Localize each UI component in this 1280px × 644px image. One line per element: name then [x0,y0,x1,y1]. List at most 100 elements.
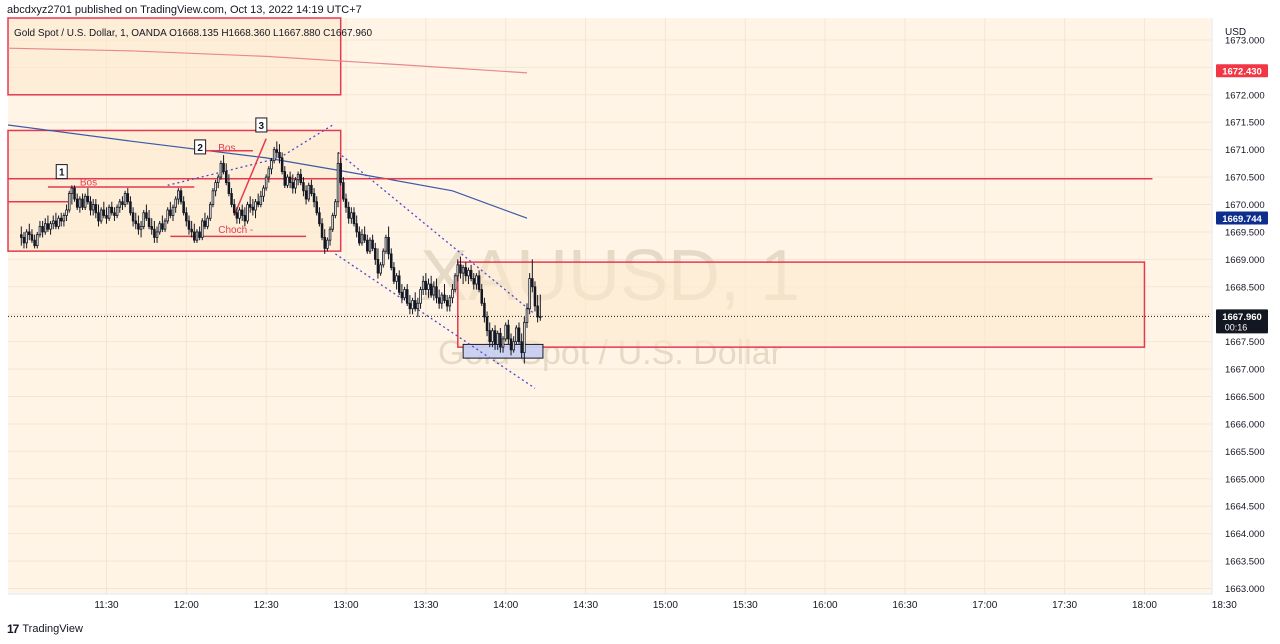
candle-body [355,223,358,233]
candle-body [533,286,537,307]
candle-body [185,212,188,222]
candle-body [83,195,87,208]
candle [248,196,252,213]
candle-body [59,217,63,222]
y-tick-label: 1667.000 [1225,365,1265,376]
candle-body [376,258,380,274]
candle [424,273,428,296]
candle [171,204,175,221]
candle-body [352,212,356,225]
candle-body [142,212,146,227]
candle [477,270,481,293]
candle-body [453,275,457,290]
candle-body [150,226,153,230]
y-tick-label: 1670.000 [1225,200,1265,211]
candle-body [523,322,526,354]
candle-body [193,231,196,241]
candle [278,144,281,164]
swing-marker-label: 3 [259,121,265,132]
candle [270,157,273,175]
y-tick-label: 1665.500 [1225,447,1265,458]
candle [475,273,478,290]
candle [118,199,122,213]
candle-body [57,217,60,227]
candle [105,207,108,224]
candle [262,185,265,202]
candle-body [339,162,342,183]
price-axis[interactable]: USD 1673.0001672.5001672.0001671.5001671… [1211,18,1274,595]
candle-body [342,182,345,200]
candle [323,229,326,254]
candle [254,199,257,219]
candle [67,190,71,213]
candle [411,297,414,315]
candle [520,333,523,359]
candle [382,248,385,268]
candle [448,295,452,312]
candle-body [334,201,337,216]
candle-body [166,209,169,222]
candle [429,275,433,298]
candle-body [405,289,409,304]
candle-body [509,338,513,351]
candle [443,284,446,304]
candle-body [147,217,151,227]
candle [483,297,486,323]
candle [126,188,130,205]
candle-body [251,206,255,211]
candle-body [216,176,220,183]
candle [243,207,247,227]
candle-body [275,149,279,153]
candle [83,193,87,210]
price-badge-red [1216,64,1268,78]
swing-marker-label: 1 [59,168,65,179]
candle [43,218,47,235]
candle-body [139,226,143,230]
candle-body [280,157,284,172]
candle [174,196,177,213]
y-tick-label: 1665.000 [1225,474,1265,485]
candle [49,220,52,235]
candle [86,188,90,205]
candle-body [121,201,124,205]
candle-body [54,220,58,227]
choch-label: Choch - [218,225,253,236]
candle [488,322,491,348]
candle [371,234,374,252]
time-axis-background [0,594,1280,616]
candle-body [336,162,340,203]
candle [504,322,507,342]
ma-blue-line [7,124,528,219]
candle [206,215,209,230]
y-tick-label: 1673.000 [1225,35,1265,46]
candle-body [536,305,539,318]
candle [480,284,484,306]
swing-marker-box [194,139,207,155]
footer: 17 TradingView [7,622,83,636]
candle [110,201,114,216]
candle [435,278,438,304]
candle [427,278,430,298]
candle-body [118,201,122,208]
candle-body [203,220,207,227]
candle [445,295,449,312]
candle [25,229,28,249]
candle-body [283,171,287,186]
candle [107,204,111,221]
candle [91,199,95,216]
candle-body [328,228,332,241]
candle [102,201,106,219]
candle-body [81,198,84,208]
candles [20,141,542,364]
candle-body [467,269,470,277]
candle [307,182,311,202]
candle-body [49,223,52,230]
candle [493,325,497,350]
channel-upper-line [279,124,334,159]
time-axis[interactable]: 11:30 12:00 12:30 13:00 13:30 14:00 14:30 15:00… [0,593,1280,616]
candle-body [126,193,130,203]
candle [272,146,276,164]
candle [147,210,151,230]
candle-body [230,193,233,205]
